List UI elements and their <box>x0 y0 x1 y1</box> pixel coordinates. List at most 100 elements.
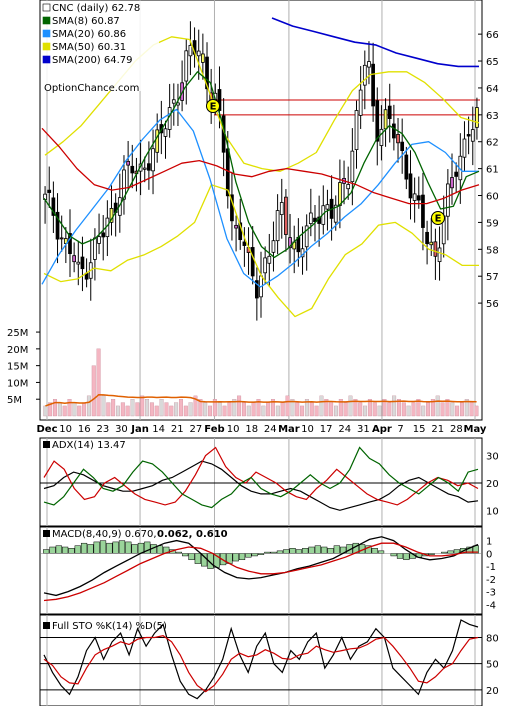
volume-bar <box>396 399 401 417</box>
macd-legend-swatch <box>43 530 50 537</box>
macd-histogram-bar <box>302 548 309 554</box>
candle-body <box>122 169 126 200</box>
volume-bar <box>246 405 251 417</box>
volume-bar <box>67 399 72 417</box>
macd-histogram-bar <box>182 553 189 557</box>
macd-histogram-bar <box>188 553 195 561</box>
sma-red-line <box>41 127 480 205</box>
candle-body <box>383 109 388 130</box>
candlesticks <box>43 21 479 321</box>
candlestick <box>367 41 371 85</box>
volume-bar <box>77 405 82 417</box>
volume-bar <box>406 405 411 417</box>
candlestick <box>375 87 380 166</box>
macd-histogram-bar <box>390 553 397 557</box>
candlestick <box>466 116 471 155</box>
volume-bar <box>169 405 174 417</box>
volume-bar <box>72 402 77 417</box>
volume-bar <box>48 402 53 417</box>
legends: CNC (daily) 62.78 SMA(8) 60.87 SMA(20) 60.… <box>41 1 228 632</box>
price-tick-label: 57 <box>486 272 499 283</box>
legend-swatch <box>42 29 51 38</box>
candlestick <box>142 156 147 183</box>
x-axis-ticks: Dec 10 16 23 30 Jan 14 21 27 Feb 10 18 24 Mar 10 17 24 31… <box>36 424 486 435</box>
x-tick-label: 28 <box>450 424 463 435</box>
macd-histogram-bar <box>118 540 126 554</box>
volume-tick-label: 20M <box>7 345 28 356</box>
macd-tick-label: 0 <box>486 549 492 560</box>
sma50-lower-line <box>43 184 479 318</box>
price-legend-bg <box>41 1 159 91</box>
candlestick <box>109 185 114 236</box>
sma20-line <box>41 108 479 288</box>
volume-bar <box>43 405 48 417</box>
x-tick-label: 30 <box>115 424 128 435</box>
x-tick-label: Jan <box>130 424 149 435</box>
candle-body <box>433 241 438 257</box>
candle-body <box>392 123 396 139</box>
macd-histogram-bar <box>333 545 340 554</box>
candle-body <box>242 241 247 246</box>
x-tick-label: 10 <box>59 424 72 435</box>
candle-body <box>437 247 442 263</box>
adx-legend-label: ADX(14) 13.47 <box>52 440 126 451</box>
watermark-label: OptionChance.com <box>44 83 139 94</box>
candlestick <box>400 118 405 174</box>
x-tick-label: 21 <box>171 424 184 435</box>
candlestick <box>163 120 168 159</box>
candle-body <box>425 231 429 245</box>
volume-bar <box>227 402 232 417</box>
candlestick <box>450 153 454 205</box>
x-tick-label: 10 <box>227 424 240 435</box>
volume-bar <box>212 399 217 417</box>
macd-histogram-bar <box>74 545 81 554</box>
macd-histogram-bar <box>131 544 138 554</box>
candle-body <box>51 197 56 216</box>
legend-label: SMA(20) 60.86 <box>52 29 126 40</box>
volume-bar <box>106 402 111 417</box>
candle-body <box>304 225 309 248</box>
candle-body <box>230 194 234 222</box>
volume-bar <box>62 405 67 417</box>
candlestick <box>126 140 130 190</box>
volume-bar <box>421 405 426 417</box>
volume-bar <box>86 395 91 417</box>
candlestick <box>151 129 155 195</box>
macd-legend-label: 0.062, <box>157 529 192 540</box>
candlestick <box>475 97 479 140</box>
volume-bar <box>459 402 464 417</box>
volume-bar <box>416 399 421 417</box>
macd-histogram-bar <box>238 553 246 561</box>
moving-averages <box>41 17 480 318</box>
macd-histogram-bar <box>245 553 252 558</box>
volume-bar <box>140 395 145 417</box>
candle-body <box>234 224 238 229</box>
volume-bar <box>159 399 164 417</box>
x-tick-label: 16 <box>78 424 91 435</box>
volume-bar <box>382 399 387 417</box>
x-tick-label: 10 <box>301 424 314 435</box>
macd-histogram-bar <box>68 548 75 554</box>
sto-tick-label: 20 <box>486 686 499 697</box>
volume-bar <box>188 402 193 417</box>
candlestick <box>425 220 429 265</box>
adx-tick-label: 20 <box>486 479 499 490</box>
candle-body <box>416 195 421 201</box>
x-tick-label: 7 <box>397 424 403 435</box>
candlestick <box>242 227 247 267</box>
macd-histogram-bar <box>314 545 321 554</box>
x-tick-label: 15 <box>413 424 426 435</box>
candle-body <box>254 280 259 299</box>
candle-body <box>130 165 135 174</box>
candle-body <box>188 45 193 57</box>
volume-bar <box>251 402 256 417</box>
volume-tick-label: 25M <box>7 328 28 339</box>
candle-body <box>470 129 475 142</box>
x-tick-label: 27 <box>190 424 203 435</box>
volume-bar <box>120 402 125 417</box>
volume-bar <box>57 402 62 417</box>
candlestick <box>51 181 56 233</box>
earnings-marker-label: E <box>210 102 217 113</box>
candlestick <box>354 100 359 169</box>
legend-swatch <box>42 42 51 51</box>
